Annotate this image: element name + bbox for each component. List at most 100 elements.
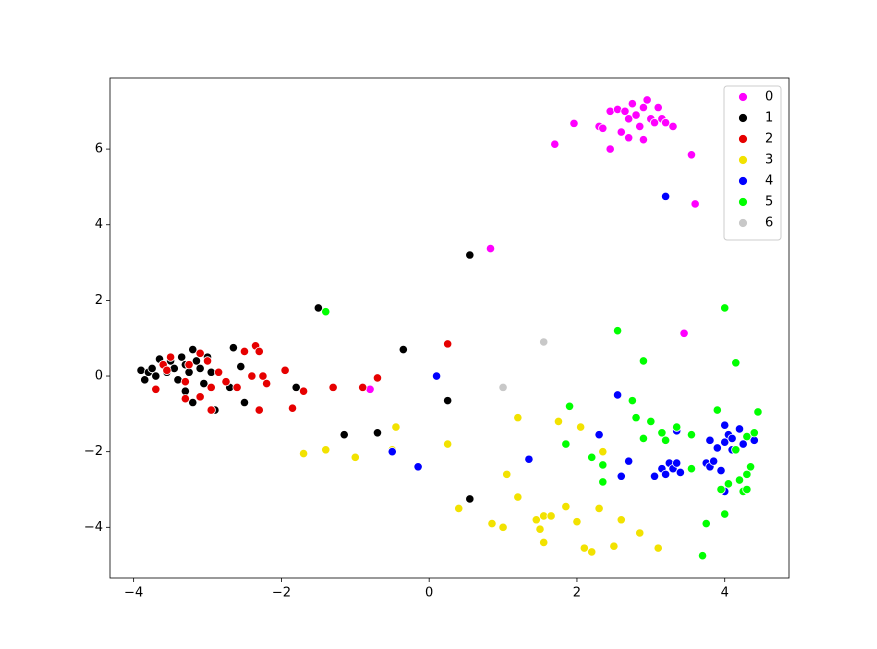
point xyxy=(594,430,604,440)
legend-marker xyxy=(738,155,748,165)
point xyxy=(513,492,523,502)
point xyxy=(550,139,560,149)
y-tick-label: 0 xyxy=(95,369,103,384)
point xyxy=(712,443,722,453)
point xyxy=(180,394,190,404)
point xyxy=(339,430,349,440)
point xyxy=(616,515,626,525)
point xyxy=(328,382,338,392)
point xyxy=(398,344,408,355)
point xyxy=(188,344,198,355)
point xyxy=(749,428,759,438)
legend-label: 4 xyxy=(765,174,773,189)
point xyxy=(638,135,649,145)
point xyxy=(180,386,190,396)
point xyxy=(443,339,453,349)
point xyxy=(350,452,360,462)
point xyxy=(221,377,231,387)
point xyxy=(627,396,637,406)
point xyxy=(720,437,730,447)
point xyxy=(184,360,194,370)
legend-label: 0 xyxy=(765,90,773,105)
point xyxy=(624,456,634,466)
point xyxy=(454,503,464,514)
point xyxy=(195,348,205,358)
point xyxy=(258,371,268,381)
point xyxy=(753,407,763,417)
point xyxy=(631,110,641,120)
point xyxy=(498,382,508,392)
point xyxy=(191,356,202,366)
point xyxy=(661,118,671,128)
point xyxy=(524,454,534,464)
point xyxy=(298,448,309,459)
point xyxy=(686,430,697,440)
point xyxy=(661,469,671,479)
point xyxy=(624,114,634,124)
point xyxy=(598,477,608,487)
legend-marker xyxy=(738,218,748,228)
point xyxy=(162,365,172,375)
point xyxy=(742,431,752,442)
point xyxy=(561,439,571,449)
legend-marker xyxy=(738,92,748,102)
point xyxy=(177,352,187,362)
point xyxy=(287,403,298,413)
legend-marker xyxy=(738,197,748,207)
point xyxy=(697,551,708,561)
point xyxy=(661,191,671,201)
point xyxy=(701,518,711,529)
point xyxy=(661,435,671,445)
point xyxy=(539,537,549,548)
point xyxy=(638,433,649,444)
x-tick-label: 4 xyxy=(721,586,729,601)
point xyxy=(569,118,579,128)
legend-label: 3 xyxy=(765,153,773,168)
point xyxy=(321,445,331,455)
point xyxy=(675,467,685,478)
point xyxy=(638,356,649,366)
point xyxy=(140,375,150,385)
point xyxy=(594,503,604,514)
x-tick-label: 2 xyxy=(573,586,581,601)
point xyxy=(635,121,645,132)
point xyxy=(431,371,442,381)
point xyxy=(686,464,697,474)
point xyxy=(291,382,301,392)
point xyxy=(709,456,719,466)
point xyxy=(372,373,383,383)
point xyxy=(239,346,250,357)
point xyxy=(443,396,453,406)
point xyxy=(531,515,541,525)
legend-marker xyxy=(738,134,748,144)
point xyxy=(734,424,745,434)
point xyxy=(387,447,397,457)
point xyxy=(228,343,238,353)
point xyxy=(686,150,697,160)
point xyxy=(539,337,549,347)
point xyxy=(561,501,571,512)
legend-marker xyxy=(738,176,748,186)
point xyxy=(206,405,216,415)
point xyxy=(587,452,597,462)
point xyxy=(609,541,619,551)
plot-frame xyxy=(109,77,790,579)
point xyxy=(642,95,652,105)
point xyxy=(502,469,512,479)
point xyxy=(184,367,194,377)
legend-label: 1 xyxy=(765,111,773,126)
legend-label: 2 xyxy=(765,132,773,147)
point xyxy=(742,469,752,479)
point xyxy=(553,416,564,427)
point xyxy=(487,518,497,529)
point xyxy=(616,471,626,481)
point xyxy=(572,517,582,527)
point xyxy=(298,386,309,396)
point xyxy=(679,328,689,338)
point xyxy=(716,484,726,495)
point xyxy=(372,428,383,438)
point xyxy=(616,127,626,137)
y-tick-label: 6 xyxy=(95,142,103,157)
point xyxy=(653,102,663,113)
